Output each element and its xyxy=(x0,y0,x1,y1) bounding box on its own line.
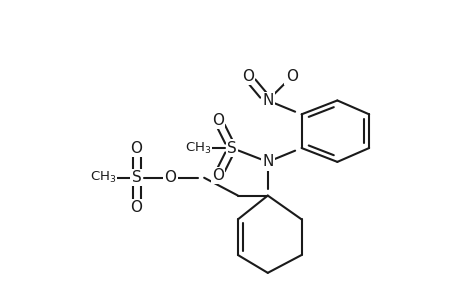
Text: N: N xyxy=(262,93,273,108)
Text: O: O xyxy=(241,69,253,84)
Text: S: S xyxy=(227,140,236,155)
Text: O: O xyxy=(212,168,224,183)
Text: O: O xyxy=(130,200,142,215)
Text: CH$_3$: CH$_3$ xyxy=(90,170,116,185)
Text: N: N xyxy=(262,154,273,169)
Text: O: O xyxy=(285,69,297,84)
Text: O: O xyxy=(212,113,224,128)
Text: S: S xyxy=(131,170,141,185)
Text: CH$_3$: CH$_3$ xyxy=(185,140,211,156)
Text: O: O xyxy=(164,170,176,185)
Text: O: O xyxy=(130,140,142,155)
